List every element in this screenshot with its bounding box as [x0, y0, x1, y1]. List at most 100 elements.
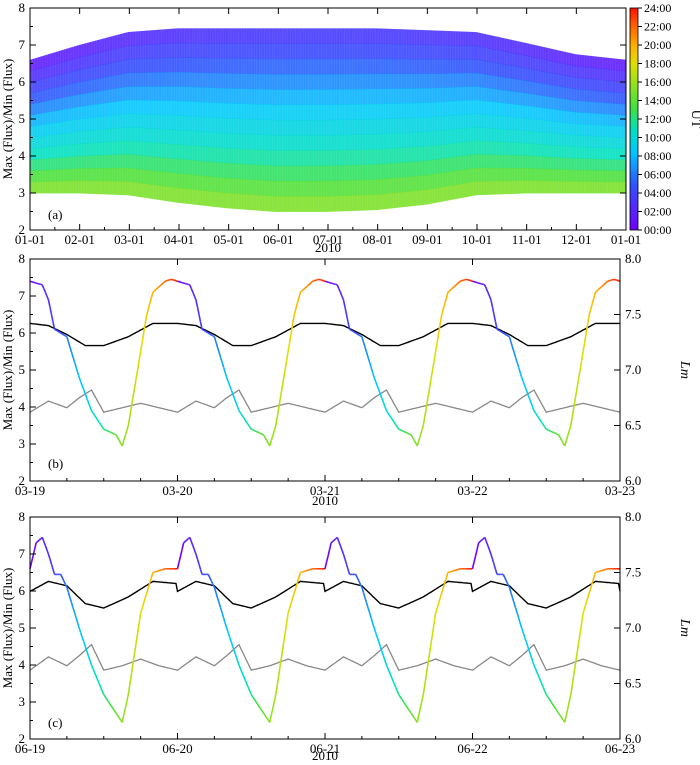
daily-strip [39, 147, 42, 160]
ratio-line-segment [265, 439, 269, 444]
ratio-line-segment [413, 439, 417, 444]
daily-strip [539, 131, 542, 145]
daily-strip [363, 194, 366, 211]
daily-strip [603, 159, 606, 171]
daily-strip [255, 88, 258, 105]
daily-strip [273, 28, 276, 45]
ratio-line-segment [604, 281, 607, 285]
daily-strip [178, 57, 181, 73]
daily-strip [90, 54, 93, 68]
daily-strip [194, 160, 197, 176]
daily-strip [284, 180, 287, 197]
daily-strip [317, 165, 320, 182]
daily-strip [57, 74, 60, 88]
daily-strip [508, 116, 511, 130]
daily-strip [356, 164, 359, 181]
daily-strip [284, 196, 287, 212]
daily-strip [287, 74, 291, 90]
daily-strip [234, 118, 237, 134]
daily-strip [541, 132, 544, 145]
daily-strip [550, 144, 553, 158]
daily-strip [497, 89, 500, 103]
daily-strip [302, 43, 305, 60]
daily-strip [155, 44, 158, 59]
daily-strip [438, 116, 441, 131]
daily-strip [572, 146, 575, 159]
daily-strip [315, 104, 318, 121]
x-tick-label: 04-01 [164, 232, 194, 247]
daily-strip [614, 58, 617, 71]
daily-strip [54, 75, 57, 88]
daily-strip [127, 99, 130, 114]
daily-strip [239, 148, 242, 165]
daily-strip [141, 127, 144, 143]
daily-strip [204, 87, 207, 103]
daily-strip [268, 165, 271, 182]
daily-strip [614, 114, 617, 127]
daily-strip [118, 141, 121, 155]
daily-strip [230, 133, 233, 149]
daily-strip [178, 144, 181, 160]
daily-strip [296, 43, 299, 60]
daily-strip [622, 92, 625, 105]
daily-strip [312, 58, 315, 75]
daily-strip [368, 134, 371, 150]
daily-strip [461, 169, 464, 185]
daily-strip [194, 28, 197, 44]
ratio-line-segment [149, 297, 153, 304]
daily-strip [497, 154, 500, 169]
daily-strip [351, 195, 354, 211]
daily-strip [248, 118, 251, 135]
daily-strip [350, 149, 353, 166]
daily-strip [265, 73, 268, 90]
daily-strip [30, 70, 33, 83]
daily-strip [568, 111, 571, 124]
ratio-line-segment [422, 416, 426, 426]
daily-strip [495, 128, 498, 142]
daily-strip [438, 187, 441, 203]
daily-strip [430, 102, 433, 118]
daily-strip [356, 43, 359, 60]
daily-strip [580, 100, 583, 113]
daily-strip [111, 141, 114, 156]
daily-strip [201, 72, 204, 88]
daily-strip [114, 35, 117, 49]
daily-strip [176, 57, 179, 73]
daily-strip [142, 169, 145, 184]
daily-strip [114, 128, 117, 142]
daily-strip [41, 181, 44, 194]
daily-strip [585, 89, 588, 102]
daily-strip [110, 102, 113, 116]
ratio-line-segment [485, 288, 489, 293]
daily-strip [492, 167, 495, 182]
daily-strip [387, 118, 390, 134]
ratio-line-segment [368, 361, 372, 368]
daily-strip [345, 134, 348, 151]
daily-strip [485, 181, 488, 195]
daily-strip [87, 180, 90, 194]
daily-strip [351, 28, 354, 44]
daily-strip [85, 155, 88, 169]
daily-strip [279, 165, 282, 182]
daily-strip [410, 73, 413, 89]
daily-strip [436, 130, 439, 146]
daily-strip [457, 31, 460, 46]
daily-strip [150, 184, 153, 199]
daily-strip [332, 150, 335, 166]
daily-strip [30, 159, 33, 172]
daily-strip [124, 73, 127, 88]
daily-strip [333, 195, 336, 212]
daily-strip [441, 130, 444, 145]
daily-strip [506, 39, 509, 53]
daily-strip [585, 78, 588, 91]
ratio-line-segment [310, 280, 314, 284]
daily-strip [403, 162, 406, 178]
daily-strip [400, 177, 403, 193]
daily-strip [421, 117, 424, 133]
daily-strip [111, 167, 114, 182]
daily-strip [31, 126, 34, 138]
daily-strip [61, 62, 64, 75]
ratio-line-segment [436, 332, 440, 343]
daily-strip [39, 56, 42, 69]
y2-tick-label: 6.5 [625, 418, 641, 433]
